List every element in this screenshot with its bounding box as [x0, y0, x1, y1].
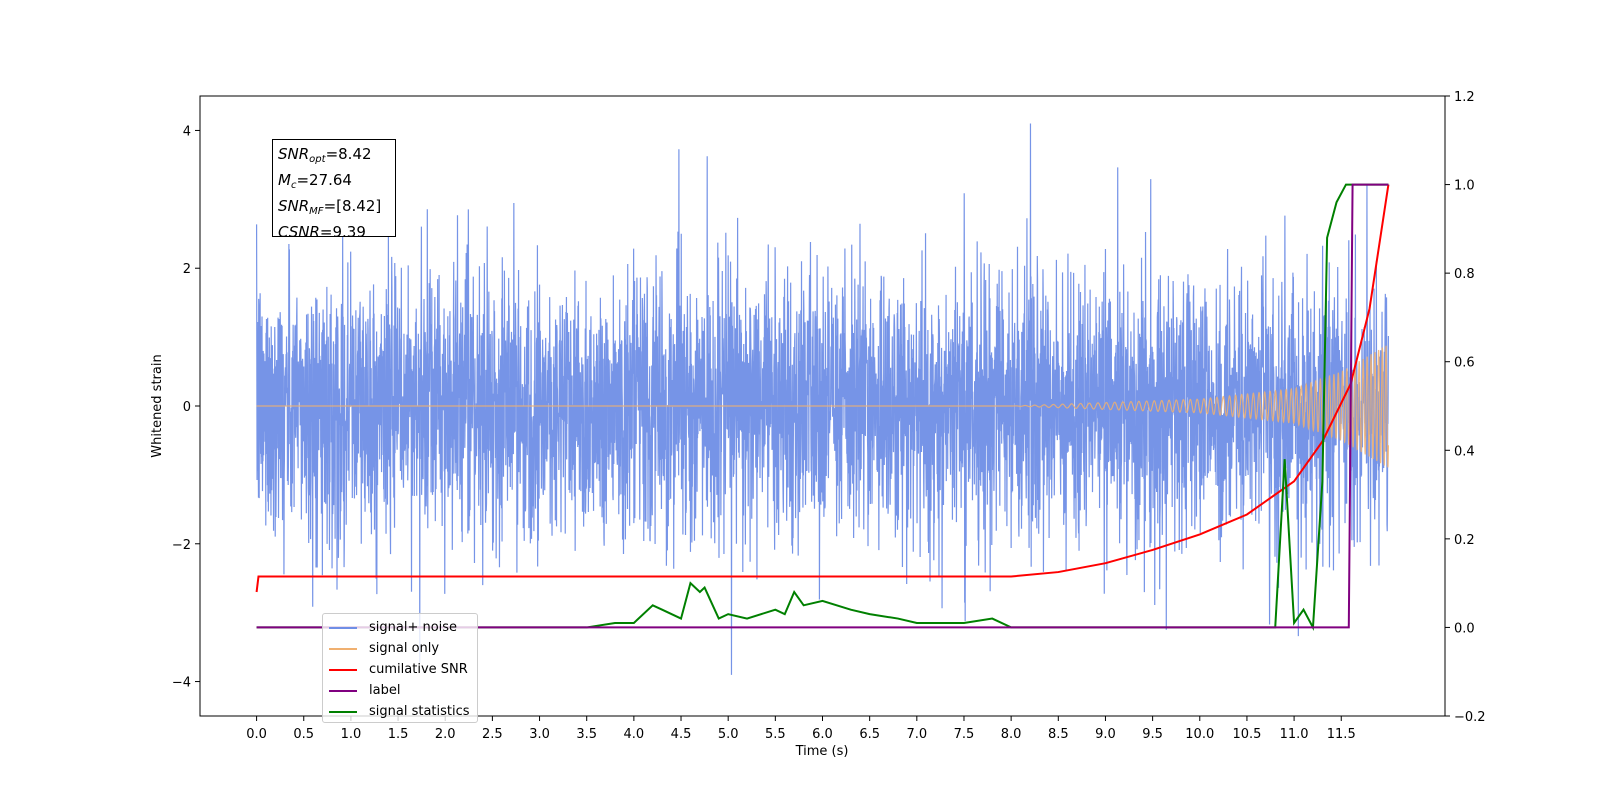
y-tick-label: −4 [172, 676, 191, 691]
x-tick-label: 0.0 [246, 727, 267, 742]
y2-tick-label: 0.6 [1454, 356, 1475, 371]
signal-noise-series [255, 123, 1390, 675]
y2-tick-label: 0.2 [1454, 533, 1475, 548]
y-tick-label: 0 [183, 400, 191, 415]
x-tick-label: 6.0 [812, 727, 833, 742]
legend-item: signal statistics [329, 701, 471, 722]
y2-tick-label: 1.0 [1454, 179, 1475, 194]
x-tick-label: 0.5 [293, 727, 314, 742]
snr-opt-line: SNRopt=8.42 [278, 145, 372, 165]
x-tick-label: 7.0 [906, 727, 927, 742]
y-axis-label: Whitened strain [150, 354, 165, 457]
legend-item: signal+ noise [329, 617, 471, 638]
snr-opt-value: =8.42 [325, 145, 372, 163]
y2-tick-label: 0.8 [1454, 267, 1475, 282]
y2-tick-label: 0.0 [1454, 621, 1475, 636]
y2-axis-ticks: 1.2 1.0 0.8 0.6 0.4 0.2 0.0 −0.2 [1445, 90, 1486, 725]
label-line [256, 183, 1389, 629]
y-tick-label: −2 [172, 538, 191, 553]
right-axis-series [255, 183, 1390, 632]
csnr-value: =9.39 [319, 223, 366, 241]
y-axis-ticks: 4 2 0 −2 −4 [172, 124, 200, 691]
mc-value: =27.64 [296, 171, 352, 189]
legend-swatch [329, 689, 357, 692]
x-tick-label: 6.5 [859, 727, 880, 742]
legend-item: label [329, 680, 471, 701]
x-tick-label: 10.5 [1232, 727, 1261, 742]
legend-item: signal only [329, 638, 471, 659]
legend-swatch [329, 626, 357, 629]
snr-mf-value: =[8.42] [323, 197, 382, 215]
x-tick-label: 3.5 [576, 727, 597, 742]
y2-tick-label: −0.2 [1454, 710, 1486, 725]
x-tick-label: 8.5 [1048, 727, 1069, 742]
x-tick-label: 5.5 [765, 727, 786, 742]
y2-tick-label: 0.4 [1454, 444, 1475, 459]
stats-annotation-box: SNRopt=8.42 Mc=27.64 SNRMF=[8.42] CSNR=9… [272, 139, 396, 241]
legend-label: signal statistics [369, 704, 470, 719]
legend-swatch [329, 647, 357, 650]
legend-item: cumilative SNR [329, 659, 471, 680]
legend-swatch [329, 668, 357, 671]
y-tick-label: 2 [183, 262, 191, 277]
legend-swatch [329, 710, 357, 713]
x-tick-label: 1.5 [388, 727, 409, 742]
x-tick-label: 10.0 [1185, 727, 1214, 742]
x-tick-label: 3.0 [529, 727, 550, 742]
x-axis-label: Time (s) [795, 744, 849, 759]
x-tick-label: 2.0 [435, 727, 456, 742]
x-tick-label: 5.0 [718, 727, 739, 742]
x-tick-label: 9.0 [1095, 727, 1116, 742]
snr-mf-line: SNRMF=[8.42] [278, 197, 382, 217]
signal-noise-line [255, 123, 1390, 675]
x-tick-label: 4.0 [624, 727, 645, 742]
csnr-line: CSNR=9.39 [278, 223, 366, 241]
x-tick-label: 1.0 [341, 727, 362, 742]
x-tick-label: 9.5 [1142, 727, 1163, 742]
x-tick-label: 4.5 [671, 727, 692, 742]
x-tick-label: 7.5 [954, 727, 975, 742]
x-tick-label: 8.0 [1001, 727, 1022, 742]
y2-tick-label: 1.2 [1454, 90, 1475, 105]
legend: signal+ noise signal only cumilative SNR… [322, 613, 478, 723]
signal-only-line [256, 345, 1390, 468]
x-axis-ticks: 0.0 0.5 1.0 1.5 2.0 2.5 3.0 3.5 4.0 4.5 5.0 5.5 6.0 6… [246, 716, 1356, 742]
legend-label: cumilative SNR [369, 662, 468, 677]
y-tick-label: 4 [183, 124, 191, 139]
signal-only-series [256, 345, 1390, 468]
legend-label: label [369, 683, 401, 698]
x-tick-label: 11.5 [1327, 727, 1356, 742]
signal-statistics-line [256, 183, 1389, 632]
legend-label: signal+ noise [369, 620, 458, 635]
x-tick-label: 11.0 [1280, 727, 1309, 742]
legend-label: signal only [369, 641, 440, 656]
mc-line: Mc=27.64 [278, 171, 352, 191]
x-tick-label: 2.5 [482, 727, 503, 742]
